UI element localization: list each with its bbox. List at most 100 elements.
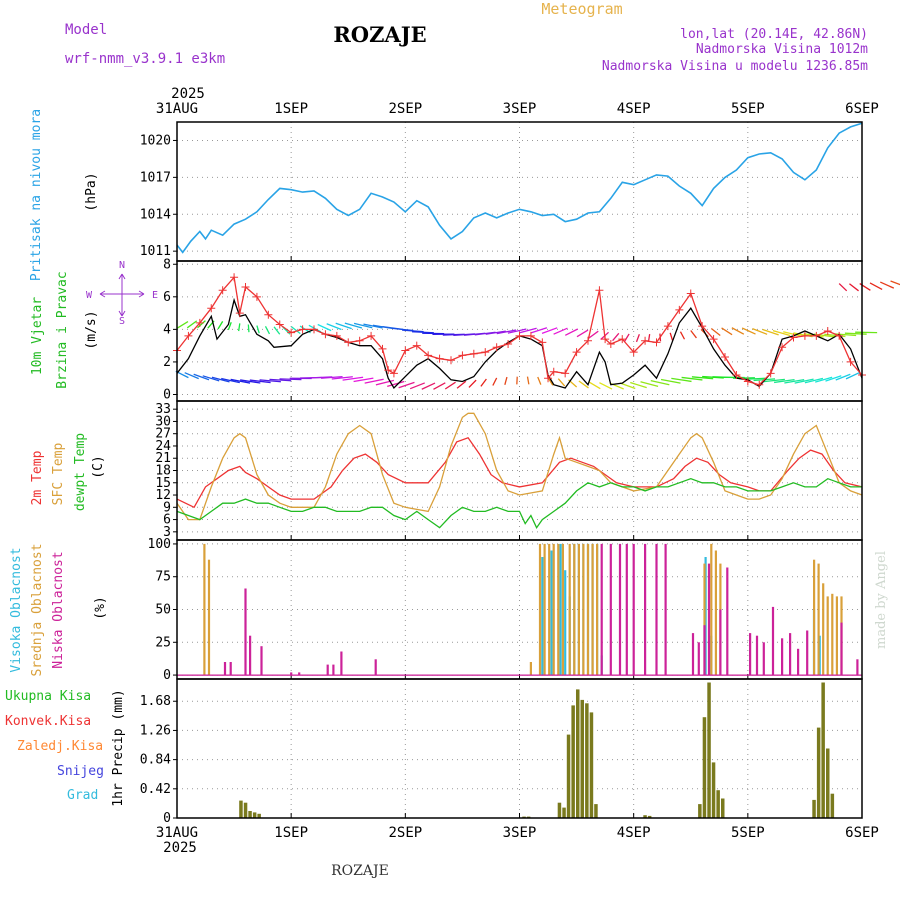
bottom-day-label: 6SEP [845,825,879,841]
gust-marker [549,367,558,376]
wind-arrow [537,376,542,385]
gust-marker [275,320,284,329]
wind-arrow [197,320,206,329]
wind-arrow [530,327,548,334]
wind-arrow [269,378,292,382]
y-tick-label: 24 [155,439,171,454]
gust-marker [389,369,398,378]
gust-marker [766,369,775,378]
temp-ylabel3: dewpt Temp [73,433,88,511]
y-tick-label: 15 [155,476,171,491]
wind-arrow [849,283,859,292]
gust-marker [515,331,524,340]
compass-south: S [119,316,125,327]
bottom-day-label: 3SEP [503,825,537,841]
bar-cloud [618,543,622,675]
gust-marker [492,343,501,352]
gust-marker [298,325,307,334]
bar-cloud [632,543,635,675]
wind-arrow [290,326,301,335]
wind-arrow [772,330,791,337]
gust-marker [778,343,787,352]
gust-marker [595,286,604,295]
bar-cloud [596,543,599,675]
gust-marker [846,357,855,366]
gust-marker [721,353,729,362]
wind-arrow [364,378,384,384]
wind-arrow [752,327,768,335]
bar-precip [821,682,825,818]
wind-compass-rose: N W E S [86,260,158,327]
bar-cloud [548,543,551,675]
wind-arrow [681,376,703,381]
bar-precip [580,699,584,818]
wind-arrow [240,379,261,384]
y-tick-label: 18 [155,464,171,479]
gust-marker [823,327,832,335]
wind-arrow [671,377,692,383]
y-tick-label: 27 [155,427,171,442]
gust-marker [412,341,421,350]
wind-arrow [838,283,848,292]
bar-precip [812,799,816,818]
bar-cloud [719,609,722,676]
y-tick-label: 100 [148,537,171,552]
pressure-unit: (hPa) [84,172,99,211]
legend-snijeg: Snijeg [57,764,104,779]
gust-marker [195,318,204,327]
wind-arrow [578,380,589,389]
wind-arrow [630,381,647,389]
bar-cloud [340,651,343,676]
bar-cloud [529,662,532,676]
bar-cloud [541,557,544,675]
wind-arrow [409,382,425,390]
y-tick-label: 1.26 [140,723,171,738]
bar-precip [643,815,647,818]
wind-arrow [444,381,456,390]
panel-wind: 0 2 4 6 8 [163,257,900,402]
wind-arrow [259,379,281,383]
wind-arrow [433,382,446,390]
bar-cloud [229,662,232,676]
wind-arrow [321,375,343,379]
bar-cloud [644,543,647,675]
panel-precip: 0 0.42 0.84 1.26 1.68 [140,678,863,826]
wind-arrow [507,328,527,334]
bar-cloud [707,563,711,676]
wind-arrow [623,333,630,342]
gust-marker [424,351,433,360]
wind-arrow [412,331,434,334]
gust-marker [584,336,592,345]
pressure-ylabel: Pritisak na nivou mora [29,109,44,281]
gust-marker [481,348,490,357]
y-tick-label: 2 [163,355,171,370]
bar-cloud [298,672,301,675]
y-tick-label: 50 [155,603,171,618]
bar-precip [716,790,720,818]
bar-cloud [561,543,564,675]
wind-arrow [256,325,260,334]
top-day-label: 31AUG [156,101,198,117]
gust-marker [378,344,387,353]
bar-cloud [655,543,658,675]
wind-arrow [238,323,241,332]
wind-arrow [763,378,785,383]
bar-cloud [817,563,820,676]
bar-precip [571,705,575,818]
meteogram-subtitle: Meteogram [541,0,622,18]
bar-cloud [326,664,329,676]
compass-north: N [119,260,125,271]
gust-marker [526,331,535,340]
bar-cloud [697,642,700,676]
bar-cloud [249,635,252,675]
wind-arrow [557,378,566,387]
y-tick-label: 0 [163,811,171,826]
wind-arrow [468,379,477,388]
wind-arrow [247,324,250,333]
wind-arrow [273,326,281,335]
wind-arrow [547,377,554,386]
bar-cloud [260,646,263,675]
panel-frame [176,678,863,819]
gust-marker [401,346,410,355]
